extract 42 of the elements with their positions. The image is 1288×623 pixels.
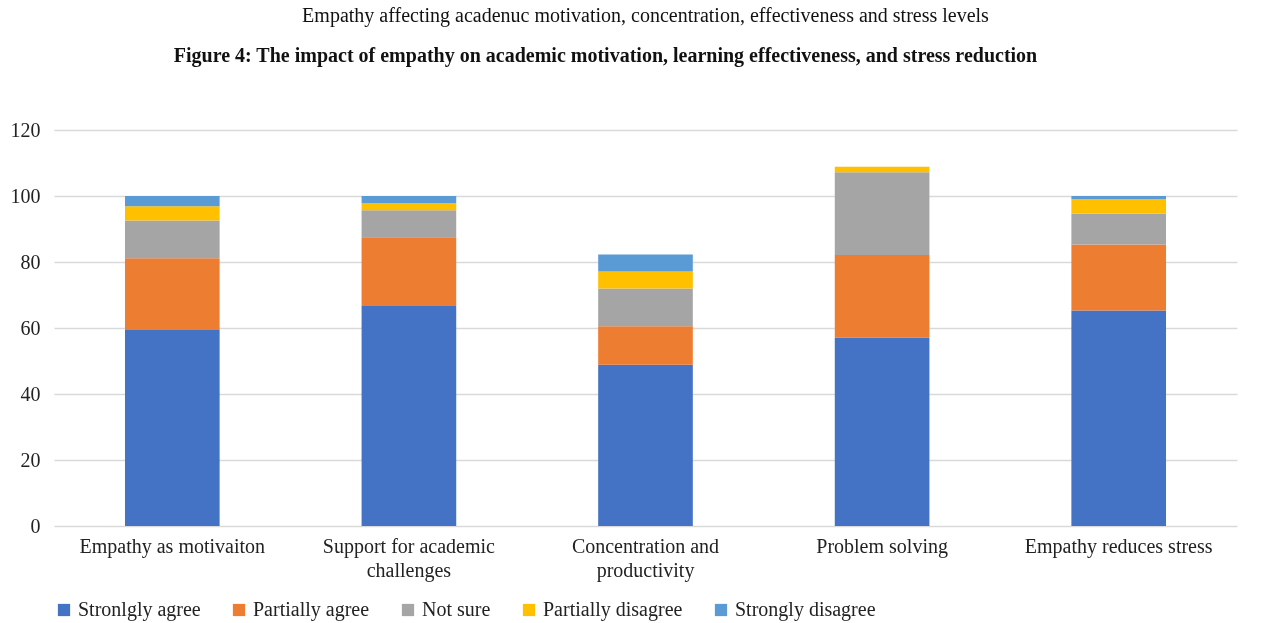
legend-label: Not sure [422,598,491,620]
bar [124,329,220,526]
bar [1071,196,1167,200]
bar [1071,199,1167,214]
bar [1071,244,1167,311]
bar [598,326,693,365]
y-tick-label: 60 [20,316,41,339]
bar [834,255,930,338]
legend-label: Strongly disagree [735,598,876,621]
bar [834,172,930,256]
bar [124,206,220,221]
y-tick-label: 20 [20,448,41,471]
bar [598,271,693,289]
x-tick-label: Concentration and productivity [571,534,720,582]
x-tick-label: Problem solving [816,534,948,558]
bar [361,202,457,211]
y-tick-label: 80 [20,250,41,273]
y-tick-label: 100 [10,184,41,207]
bar [1071,310,1167,526]
bar [361,210,457,238]
bar [361,237,457,306]
bar [361,305,457,526]
bar [598,288,693,327]
bar [834,337,930,526]
legend-label: Partially agree [253,598,370,621]
legend-label: Stronlgly agree [78,598,201,621]
bar [124,258,220,330]
bar [1071,213,1167,245]
x-tick-label: Support for academic challenges [322,534,496,582]
bar [124,220,220,259]
bar [124,196,220,207]
y-tick-label: 40 [20,382,41,405]
y-tick-label: 0 [30,514,41,537]
x-tick-label: Empathy reduces stress [1024,534,1213,558]
bar [598,254,693,272]
caption: Figure 4: The impact of empathy on academic motivation, learning effectiveness, and stress reduction [173,44,1038,67]
bar [598,364,693,526]
legend-label: Partially disagree [543,598,683,621]
chart-title: Empathy affecting acadenuc motivation, concentration, effectiveness and stress levels [302,4,990,27]
x-tick-label: Empathy as motivaiton [79,534,266,558]
bar [361,196,457,203]
y-tick-label: 120 [10,118,41,141]
